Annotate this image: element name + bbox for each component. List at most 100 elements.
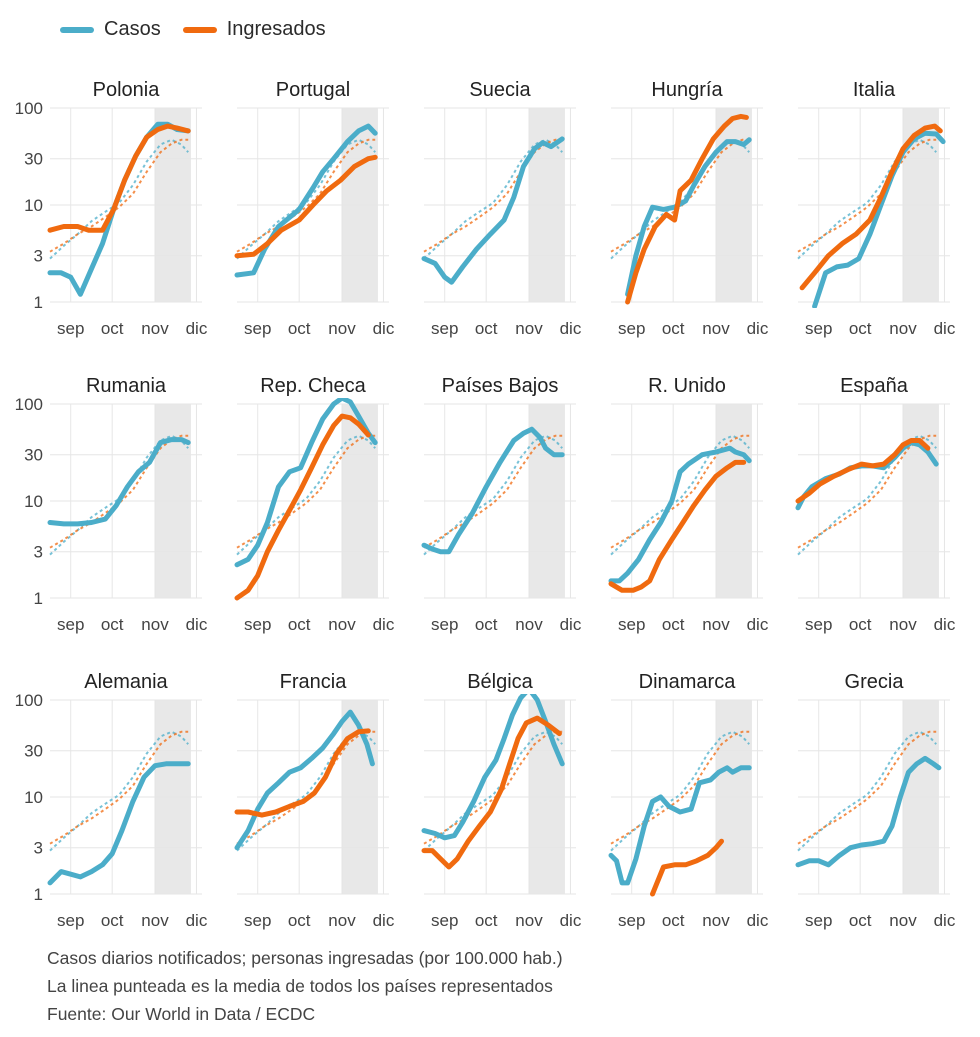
y-tick-label: 30	[24, 150, 43, 169]
cases-line	[812, 130, 946, 308]
admissions-line	[234, 413, 371, 601]
cases-line	[234, 123, 378, 278]
mean-cases-line	[49, 730, 189, 852]
mean-cases-line	[236, 434, 376, 556]
x-tick-label: sep	[244, 319, 271, 338]
legend-item-cases[interactable]: Casos	[60, 18, 161, 41]
legend-item-admissions[interactable]: Ingresados	[182, 18, 326, 41]
mean-admissions-line	[236, 434, 376, 549]
x-tick-label: oct	[662, 615, 685, 634]
footnotes: Casos diarios notificados; personas ingr…	[47, 944, 563, 1028]
mean-cases-line	[49, 434, 189, 556]
legend-label-admissions: Ingresados	[226, 18, 326, 40]
x-tick-label: dic	[560, 319, 582, 338]
x-tick-label: sep	[618, 615, 645, 634]
mean-cases-line	[610, 730, 750, 852]
panel-grecia: sep oct nov dic Grecia	[795, 671, 956, 930]
panel-title: R. Unido	[648, 375, 726, 397]
panel-title: Francia	[280, 671, 348, 693]
y-tick-label: 1	[34, 589, 43, 608]
x-tick-label: dic	[373, 911, 395, 930]
mean-cases-line	[797, 434, 937, 556]
x-tick-label: oct	[101, 615, 124, 634]
x-tick-label: oct	[662, 911, 685, 930]
x-tick-label: dic	[747, 911, 769, 930]
cases-line	[47, 437, 191, 527]
x-tick-label: dic	[934, 615, 956, 634]
panel-title: Países Bajos	[442, 375, 559, 397]
x-tick-label: oct	[662, 319, 685, 338]
panel-pa-ses-bajos: sep oct nov dic Países Bajos	[421, 375, 582, 634]
x-tick-label: sep	[244, 615, 271, 634]
x-tick-label: oct	[101, 319, 124, 338]
admissions-line	[799, 123, 943, 291]
y-tick-label: 30	[24, 742, 43, 761]
panel-title: Rumania	[86, 375, 167, 397]
x-tick-label: nov	[328, 615, 356, 634]
x-tick-label: nov	[141, 911, 169, 930]
panel-rumania: 1 3 10 30 100 sep oct nov dic Rumania	[15, 375, 208, 634]
x-tick-label: oct	[288, 911, 311, 930]
admissions-line	[650, 838, 724, 897]
panel-title: Hungría	[651, 79, 723, 101]
x-tick-label: sep	[244, 911, 271, 930]
panel-suecia: sep oct nov dic Suecia	[421, 79, 582, 338]
x-tick-label: nov	[702, 911, 730, 930]
y-tick-label: 10	[24, 492, 43, 511]
x-tick-label: dic	[560, 911, 582, 930]
mean-admissions-line	[797, 434, 937, 549]
mean-cases-line	[610, 434, 750, 556]
mean-admissions-line	[610, 730, 750, 845]
x-tick-label: dic	[747, 615, 769, 634]
x-tick-label: nov	[889, 911, 917, 930]
x-tick-label: oct	[475, 615, 498, 634]
x-tick-label: dic	[186, 911, 208, 930]
x-tick-label: oct	[475, 319, 498, 338]
admissions-line	[421, 715, 562, 870]
cases-line	[234, 398, 378, 568]
x-tick-label: sep	[805, 319, 832, 338]
panel-title: España	[840, 375, 909, 397]
admissions-line	[608, 459, 747, 593]
mean-cases-line	[423, 138, 563, 260]
x-tick-label: sep	[618, 319, 645, 338]
cases-line	[421, 136, 565, 285]
x-tick-label: dic	[934, 319, 956, 338]
x-tick-label: oct	[849, 911, 872, 930]
x-tick-label: nov	[141, 319, 169, 338]
note-description: Casos diarios notificados; personas ingr…	[47, 948, 563, 968]
x-tick-label: dic	[186, 615, 208, 634]
mean-cases-line	[797, 730, 937, 852]
x-tick-label: dic	[747, 319, 769, 338]
panel-title: Polonia	[93, 79, 161, 101]
x-tick-label: nov	[515, 911, 543, 930]
panel-francia: sep oct nov dic Francia	[234, 671, 395, 930]
cases-line	[47, 761, 191, 886]
x-tick-label: dic	[373, 319, 395, 338]
panel-b-lgica: sep oct nov dic Bélgica	[421, 671, 582, 930]
x-tick-label: oct	[288, 615, 311, 634]
panel-title: Bélgica	[467, 671, 533, 693]
mean-cases-line	[423, 434, 563, 556]
cases-line	[421, 426, 565, 555]
mean-cases-line	[797, 138, 937, 260]
x-tick-label: nov	[141, 615, 169, 634]
x-tick-label: dic	[373, 615, 395, 634]
x-tick-label: nov	[702, 615, 730, 634]
panel-title: Italia	[853, 79, 896, 101]
x-tick-label: oct	[288, 319, 311, 338]
y-tick-label: 100	[15, 395, 43, 414]
admissions-line	[795, 438, 931, 504]
panel-italia: sep oct nov dic Italia	[797, 79, 956, 338]
x-tick-label: nov	[889, 615, 917, 634]
cases-line	[608, 765, 752, 886]
x-tick-label: oct	[849, 615, 872, 634]
x-tick-label: dic	[186, 319, 208, 338]
x-tick-label: sep	[805, 911, 832, 930]
panel-title: Rep. Checa	[260, 375, 366, 397]
panel-espa-a: sep oct nov dic España	[795, 375, 956, 634]
panel-r-unido: sep oct nov dic R. Unido	[608, 375, 769, 634]
y-tick-label: 3	[34, 543, 43, 562]
mean-cases-line	[236, 138, 376, 260]
x-tick-label: oct	[475, 911, 498, 930]
